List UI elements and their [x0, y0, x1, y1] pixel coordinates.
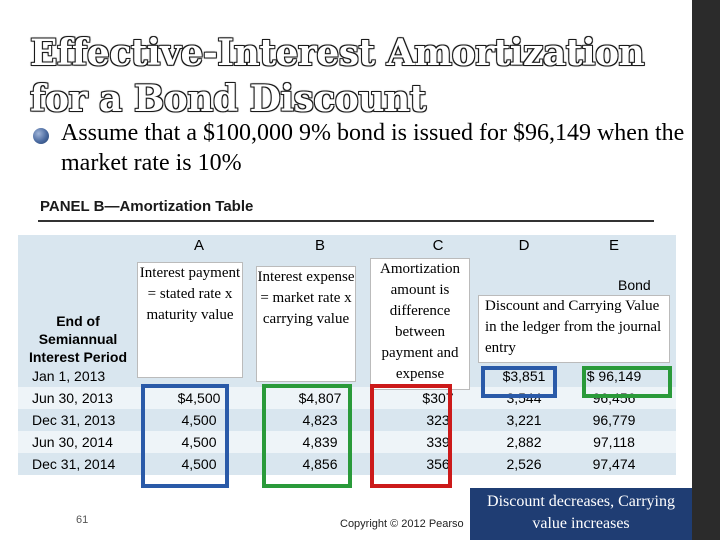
amortization-highlight: [370, 384, 452, 488]
table-row: Dec 31, 2014 4,500 4,856 356 2,526 97,47…: [18, 453, 676, 475]
interest-expense-cell: 4,823: [302, 412, 338, 428]
amortization-callout: Amortization amount is difference betwee…: [370, 258, 470, 390]
column-letter-e: E: [608, 237, 619, 254]
interest-payment-cell: $4,500: [177, 390, 221, 406]
period-cell: Dec 31, 2013: [32, 412, 116, 428]
discount-balance-cell: 2,526: [506, 456, 542, 472]
interest-expense-cell: 4,856: [302, 456, 338, 472]
right-edge-strip: [692, 0, 720, 540]
period-cell: Jun 30, 2013: [32, 390, 113, 406]
interest-expense-cell: 4,839: [302, 434, 338, 450]
bullet-icon: [33, 128, 49, 144]
interest-payment-cell: 4,500: [181, 434, 217, 450]
period-cell: Jun 30, 2014: [32, 434, 113, 450]
amortization-cell: $307: [422, 390, 454, 406]
amortization-cell: 356: [426, 456, 450, 472]
discount-balance-cell: 2,882: [506, 434, 542, 450]
row-header-label: End of Semiannual Interest Period: [28, 313, 128, 365]
slide-title: Effective-Interest Amortization for a Bo…: [30, 32, 645, 120]
table-row: Jun 30, 2014 4,500 4,839 339 2,882 97,11…: [18, 431, 676, 453]
carrying-value-cell: $ 96,149: [586, 368, 642, 384]
table-row: Dec 31, 2013 4,500 4,823 323 3,221 96,77…: [18, 409, 676, 431]
column-letter-a: A: [193, 237, 204, 254]
discount-balance-highlight: [481, 366, 557, 398]
interest-payment-cell: 4,500: [181, 412, 217, 428]
column-e-header: Bond: [618, 277, 651, 293]
interest-expense-highlight: [262, 384, 352, 488]
interest-expense-callout: Interest expense = market rate x carryin…: [256, 266, 356, 382]
table-row: Jun 30, 2013 $4,500 $4,807 $307 3,544 96…: [18, 387, 676, 409]
column-letter-blank: [18, 235, 138, 257]
interest-payment-callout: Interest payment = stated rate x maturit…: [137, 262, 243, 378]
carrying-value-cell: 96,779: [592, 412, 636, 428]
column-letter-row: A B C D E: [18, 235, 676, 257]
carrying-value-highlight: [582, 366, 672, 398]
interest-payment-highlight: [141, 384, 229, 488]
copyright-text: Copyright © 2012 Pearso: [340, 518, 464, 530]
discount-carrying-callout: Discount and Carrying Value in the ledge…: [478, 295, 670, 363]
page-number: 61: [76, 514, 89, 526]
column-letter-c: C: [432, 237, 444, 254]
bullet-text: Assume that a $100,000 9% bond is issued…: [61, 120, 685, 176]
footer-note: Discount decreases, Carrying value incre…: [470, 488, 692, 540]
discount-balance-cell: $3,851: [502, 368, 546, 384]
discount-balance-cell: 3,221: [506, 412, 542, 428]
period-cell: Jan 1, 2013: [32, 368, 106, 384]
panel-title: PANEL B—Amortization Table: [40, 198, 254, 215]
panel-divider: [38, 220, 654, 222]
period-cell: Dec 31, 2014: [32, 456, 116, 472]
interest-expense-cell: $4,807: [298, 390, 342, 406]
carrying-value-cell: 97,118: [593, 434, 635, 450]
interest-payment-cell: 4,500: [181, 456, 217, 472]
carrying-value-cell: 97,474: [592, 456, 636, 472]
column-letter-b: B: [314, 237, 325, 254]
amortization-cell: 323: [426, 412, 450, 428]
column-letter-d: D: [518, 237, 530, 254]
amortization-cell: 339: [426, 434, 450, 450]
